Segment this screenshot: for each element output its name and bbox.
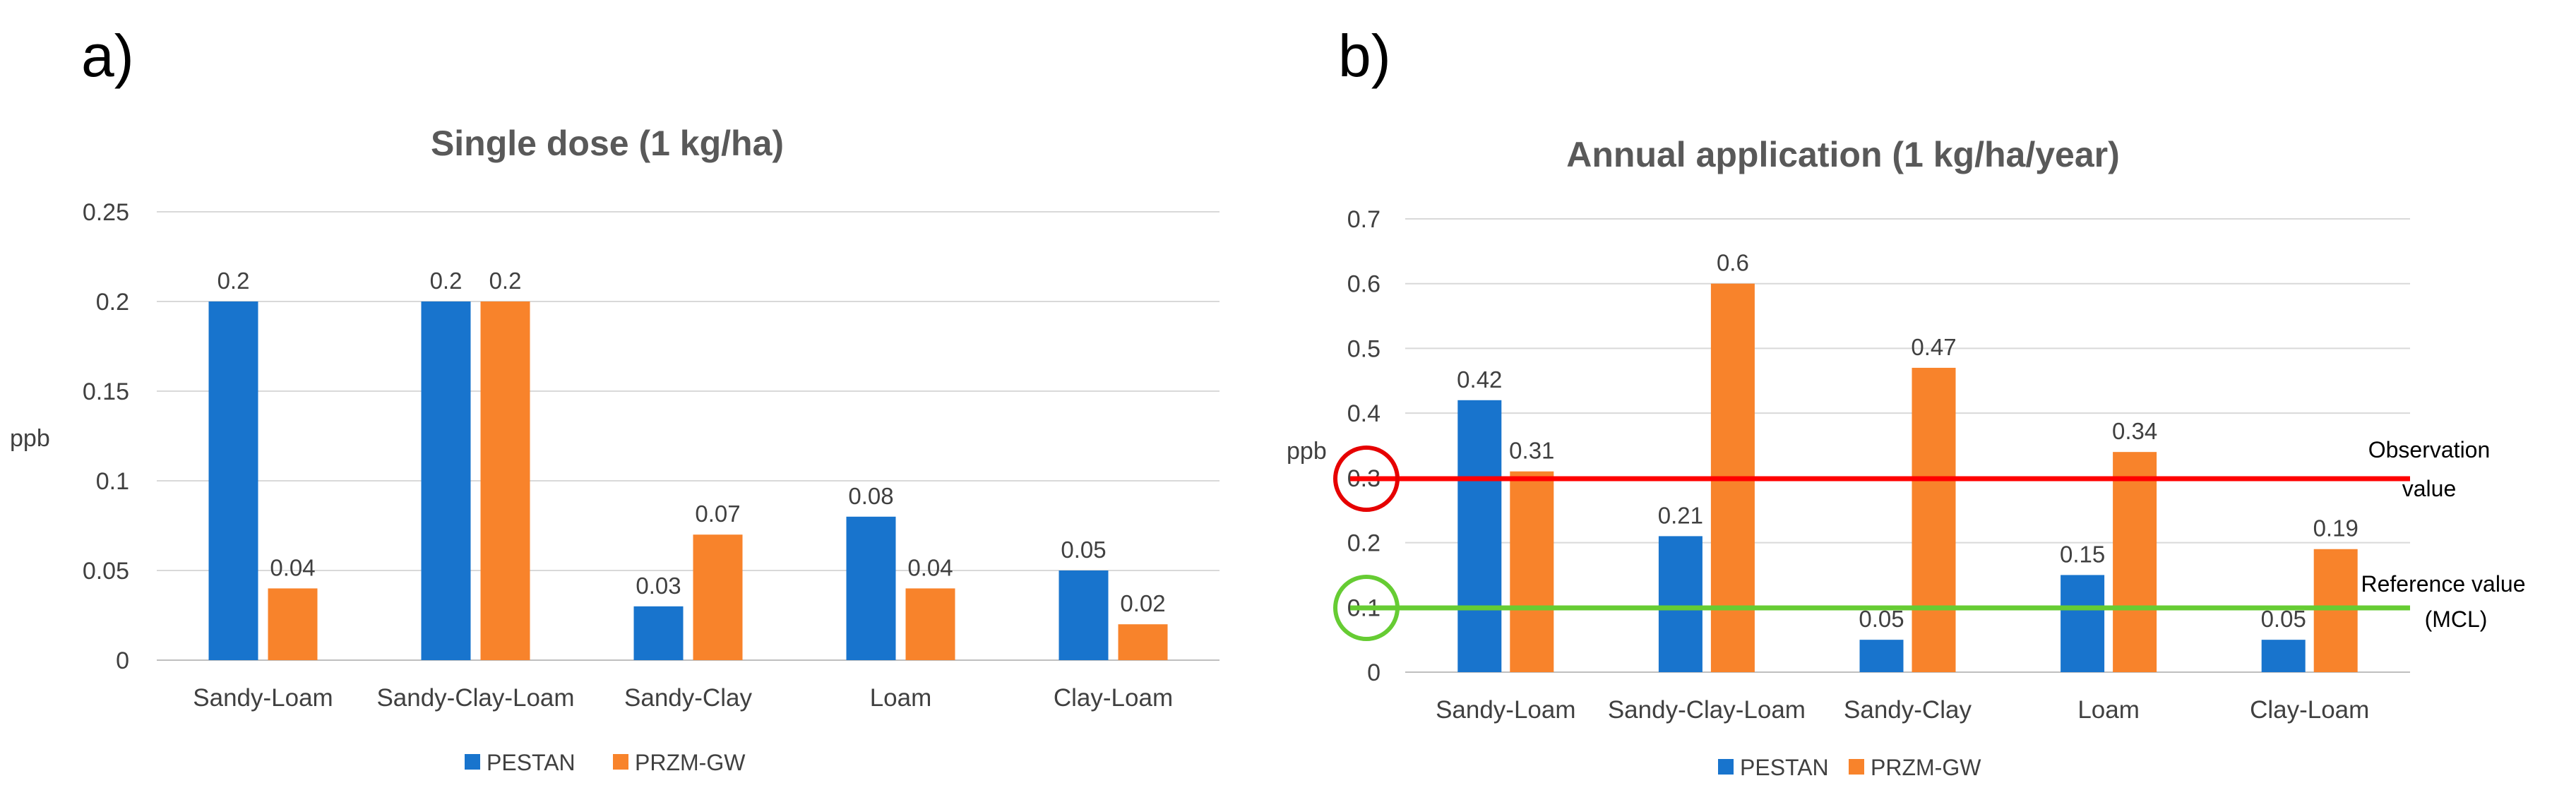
chart-b-ytick: 0.7 [1347, 206, 1381, 233]
chart-b-bar-przm-gw [1912, 367, 1956, 672]
chart-b-data-label: 0.15 [2060, 541, 2105, 567]
chart-b-ytick: 0.4 [1347, 400, 1381, 427]
chart-a: Single dose (1 kg/ha) ppb 0 0.05 0.1 0.15 0.… [10, 124, 1220, 775]
chart-a-data-label: 0.02 [1120, 590, 1165, 616]
chart-a-bar-przm-gw [480, 301, 530, 660]
chart-a-xtick-label: Sandy-Clay [624, 684, 752, 712]
chart-b-data-label: 0.19 [2313, 515, 2359, 542]
chart-b-bar-przm-gw [2113, 452, 2157, 672]
chart-a-data-label: 0.03 [636, 573, 681, 599]
chart-b-ylabel: ppb [1287, 438, 1327, 465]
chart-b-data-label: 0.21 [1658, 502, 1703, 528]
chart-a-data-label: 0.08 [848, 483, 893, 509]
chart-a-xtick-label: Clay-Loam [1054, 684, 1173, 712]
reference-label-line1: Reference value [2361, 571, 2525, 597]
chart-a-xtick-label: Loam [870, 684, 932, 712]
chart-b-xtick-label: Sandy-Clay-Loam [1608, 696, 1806, 724]
legend-a-pestan-label: PESTAN [487, 750, 576, 775]
chart-b-xtick-label: Clay-Loam [2250, 696, 2369, 724]
chart-a-bar-pestan [633, 606, 684, 660]
chart-a-xlabels: Sandy-Loam Sandy-Clay-Loam Sandy-Clay Loam C… [193, 684, 1173, 712]
chart-b-xlabels: Sandy-Loam Sandy-Clay-Loam Sandy-Clay Loam C… [1436, 696, 2369, 724]
panel-b-label: b) [1338, 23, 1391, 89]
reference-label-line2: (MCL) [2425, 606, 2488, 632]
chart-a-grid [157, 211, 1220, 661]
legend-a-przm-label: PRZM-GW [635, 750, 746, 775]
chart-b-bar-pestan [2261, 640, 2306, 672]
chart-b-legend: PESTAN PRZM-GW [1718, 755, 1981, 780]
chart-a-bars: 0.2 0.04 0.2 0.2 0.03 0.07 0.08 0.04 0.05 0.02 [208, 268, 1168, 660]
chart-b-bar-pestan [1457, 400, 1502, 672]
chart-a-data-label: 0.04 [270, 554, 315, 580]
chart-b-bar-przm-gw [2313, 549, 2358, 672]
legend-a-pestan-swatch [465, 754, 480, 770]
chart-a-bar-przm-gw [1118, 624, 1168, 660]
chart-a-bar-pestan [846, 516, 896, 660]
chart-a-bar-pestan [208, 301, 258, 660]
chart-a-title: Single dose (1 kg/ha) [431, 124, 784, 163]
chart-b-bar-pestan [1859, 640, 1904, 672]
chart-b-xtick-label: Sandy-Loam [1436, 696, 1575, 724]
chart-b-grid [1405, 218, 2410, 673]
chart-a-bar-pestan [1059, 570, 1109, 660]
legend-b-przm-swatch [1849, 759, 1864, 775]
chart-b-data-label: 0.6 [1717, 250, 1749, 276]
panel-a-label: a) [81, 23, 134, 89]
chart-a-data-label: 0.05 [1061, 537, 1106, 563]
chart-a-ytick: 0.05 [83, 558, 129, 585]
chart-a-data-label: 0.07 [695, 501, 740, 527]
chart-a-ytick: 0.15 [83, 378, 129, 405]
chart-b-xtick-label: Loam [2077, 696, 2140, 724]
chart-a-xtick-label: Sandy-Loam [193, 684, 333, 712]
chart-a-data-label: 0.2 [217, 268, 250, 294]
chart-a-data-label: 0.04 [907, 554, 953, 580]
observation-label-line2: value [2402, 476, 2457, 501]
chart-b-data-label: 0.34 [2112, 418, 2157, 444]
reference-tick-circle [1333, 575, 1400, 641]
chart-b-ytick: 0.5 [1347, 335, 1381, 362]
chart-b-title: Annual application (1 kg/ha/year) [1566, 135, 2120, 174]
observation-tick-circle [1333, 446, 1400, 512]
chart-b-bar-pestan [1658, 536, 1703, 672]
chart-b: Annual application (1 kg/ha/year) ppb 0 0… [1287, 135, 2526, 780]
chart-b-bar-przm-gw [1510, 471, 1554, 672]
legend-b-pestan-label: PESTAN [1740, 755, 1829, 780]
chart-a-data-label: 0.2 [489, 268, 522, 294]
chart-b-ytick: 0.2 [1347, 530, 1381, 557]
chart-b-ytick: 0 [1367, 659, 1381, 686]
chart-a-ytick: 0.25 [83, 199, 129, 226]
chart-a-bar-pestan [421, 301, 471, 660]
chart-b-data-label: 0.31 [1509, 438, 1554, 464]
legend-b-przm-label: PRZM-GW [1871, 755, 1981, 780]
chart-b-data-label: 0.42 [1457, 366, 1502, 393]
chart-b-data-label: 0.47 [1911, 334, 1956, 360]
chart-a-legend: PESTAN PRZM-GW [465, 750, 746, 775]
chart-a-xtick-label: Sandy-Clay-Loam [376, 684, 574, 712]
chart-a-yticks: 0 0.05 0.1 0.15 0.2 0.25 [83, 199, 129, 674]
chart-b-xtick-label: Sandy-Clay [1844, 696, 1972, 724]
chart-a-bar-przm-gw [268, 588, 318, 660]
chart-b-bars: 0.420.310.210.60.050.470.150.340.050.19 [1457, 250, 2359, 672]
chart-a-bar-przm-gw [905, 588, 955, 660]
legend-b-pestan-swatch [1718, 759, 1734, 775]
chart-a-ytick: 0.1 [96, 468, 129, 495]
chart-b-bar-pestan [2061, 575, 2105, 672]
observation-label-line1: Observation [2368, 437, 2491, 462]
legend-a-przm-swatch [613, 754, 628, 770]
chart-a-ytick: 0 [116, 647, 129, 674]
chart-b-ytick: 0.6 [1347, 271, 1381, 298]
chart-a-ytick: 0.2 [96, 289, 129, 316]
chart-a-data-label: 0.2 [430, 268, 463, 294]
chart-a-ylabel: ppb [10, 425, 50, 452]
chart-a-bar-przm-gw [693, 534, 743, 660]
